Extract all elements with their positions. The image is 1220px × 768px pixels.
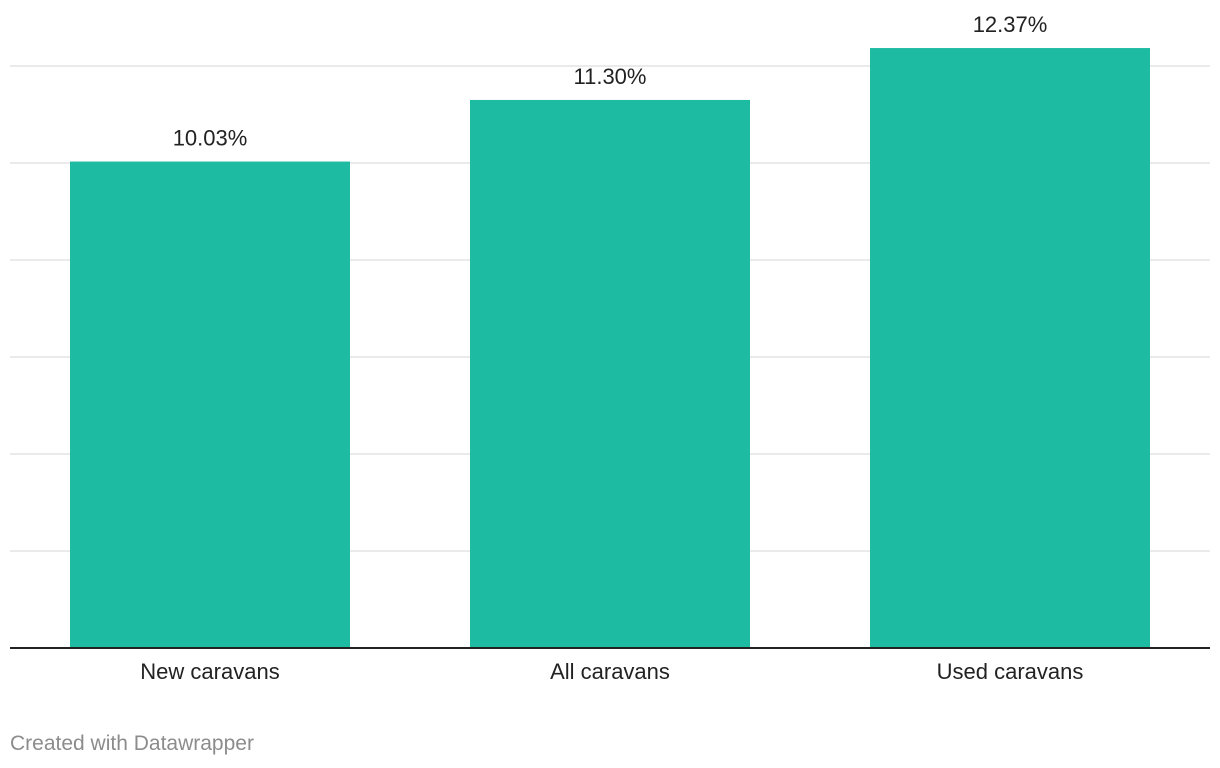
bars [70,48,1150,649]
category-label: New caravans [140,659,279,684]
datawrapper-credit: Created with Datawrapper [10,732,254,755]
bar-used-caravans [870,48,1150,649]
bar-value-label: 11.30% [574,64,647,89]
bar-chart: 10.03% New caravans 11.30% All caravans 12.3… [10,12,1210,684]
labels: 10.03% New caravans 11.30% All caravans 12.3… [140,12,1083,684]
bar-all-caravans [470,99,750,648]
bar-value-label: 12.37% [973,12,1048,37]
category-label: All caravans [550,659,670,684]
bar-value-label: 10.03% [173,126,248,151]
category-label: Used caravans [937,659,1084,684]
bar-new-caravans [70,161,350,649]
